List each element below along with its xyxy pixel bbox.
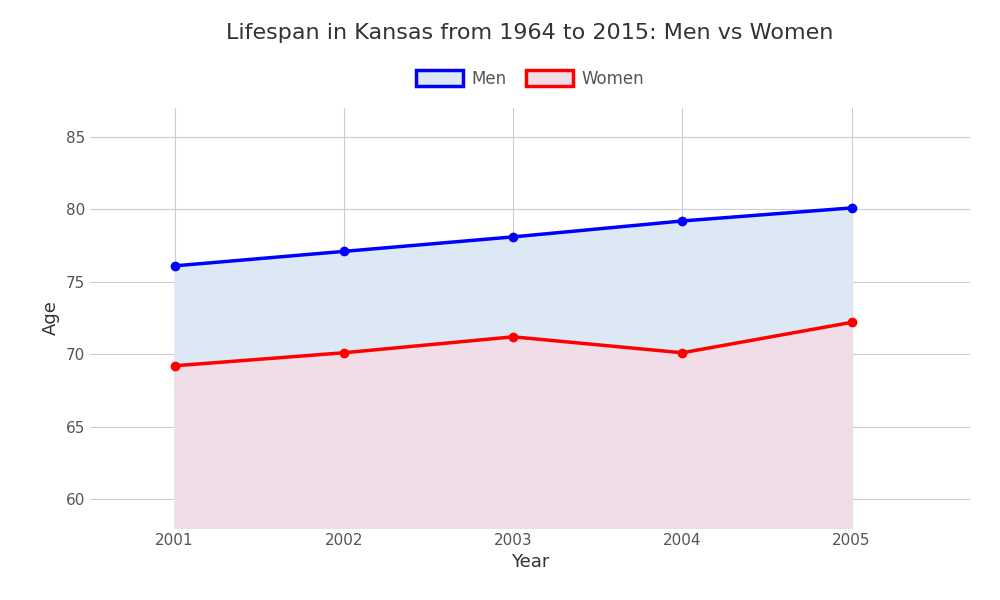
Legend: Men, Women: Men, Women — [408, 62, 652, 97]
Y-axis label: Age: Age — [42, 301, 60, 335]
Title: Lifespan in Kansas from 1964 to 2015: Men vs Women: Lifespan in Kansas from 1964 to 2015: Me… — [226, 23, 834, 43]
X-axis label: Year: Year — [511, 553, 549, 571]
